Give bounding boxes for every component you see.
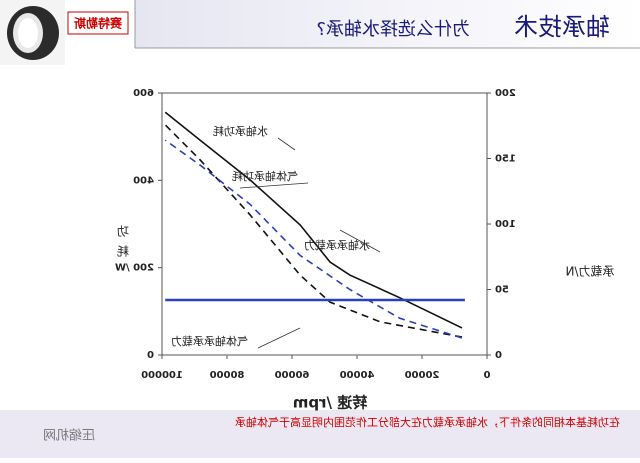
series-label: 气体轴承承载力 bbox=[171, 334, 248, 348]
series-label: 水轴承承载力 bbox=[304, 238, 370, 252]
x-tick-label: 20000 bbox=[405, 370, 440, 381]
y-tick-label: 200 bbox=[495, 88, 516, 99]
footer-note: 在功耗基本相同的条件下，水轴承承载力在大部分工作范围内明显高于气体轴承 bbox=[235, 415, 620, 429]
x-tick-label: 40000 bbox=[340, 370, 375, 381]
y2-tick-label: 200 /W bbox=[115, 263, 154, 274]
y2-tick-label: 0 bbox=[147, 350, 154, 361]
leader-line bbox=[257, 327, 301, 349]
x-tick-label: 60000 bbox=[275, 370, 310, 381]
logo-box bbox=[67, 11, 129, 35]
x-tick-label: 80000 bbox=[210, 370, 245, 381]
logo-text: 赛特勒斯 bbox=[74, 16, 123, 31]
y-tick-label: 50 bbox=[495, 285, 509, 296]
series-line bbox=[164, 111, 463, 329]
logo bbox=[0, 0, 65, 65]
x-tick-label: 100000 bbox=[141, 370, 183, 381]
leader-line bbox=[339, 229, 381, 253]
series-label: 水轴承功耗 bbox=[213, 124, 268, 138]
series-label: 气体轴承功耗 bbox=[232, 169, 298, 183]
x-tick-label: 0 bbox=[483, 370, 490, 381]
footer-band bbox=[0, 410, 640, 458]
x-axis-label: 转速 /rpm bbox=[293, 394, 367, 412]
y-axis-label: 承载力/N bbox=[565, 265, 614, 279]
y2-tick-label: 400 bbox=[133, 175, 154, 186]
leader-line bbox=[239, 182, 309, 189]
y-tick-label: 100 bbox=[495, 219, 516, 230]
watermark: 压缩机网 bbox=[43, 428, 95, 444]
y2-tick-label: 600 bbox=[133, 88, 154, 99]
header-band bbox=[135, 0, 640, 48]
subtitle: 为什么选择水轴承? bbox=[316, 19, 470, 40]
y-tick-label: 0 bbox=[495, 350, 502, 361]
series-line bbox=[164, 124, 463, 338]
y2-axis-label: 功耗 bbox=[117, 225, 131, 265]
title: 轴承技术 bbox=[514, 13, 610, 41]
series-line bbox=[164, 139, 463, 339]
y-tick-label: 150 bbox=[495, 154, 516, 165]
leader-line bbox=[277, 137, 296, 151]
